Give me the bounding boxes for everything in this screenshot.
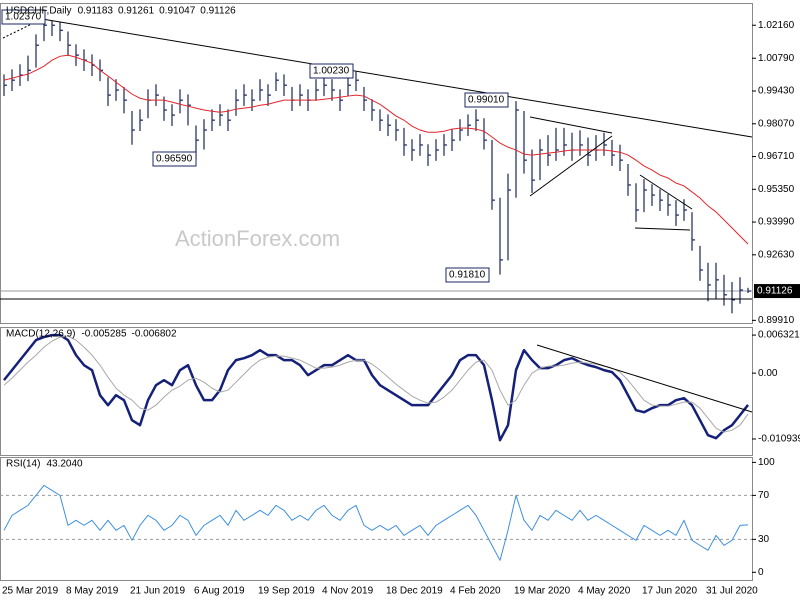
wedge-line: [639, 174, 693, 210]
annotation-box: [152, 151, 197, 167]
annotation-box: [309, 63, 354, 79]
last-price-box: [754, 284, 800, 299]
indicator-line: [3, 335, 749, 433]
y-tick-label: 0: [758, 567, 764, 578]
header-value: 0.91261: [118, 6, 155, 17]
header-value: 0.91126: [200, 6, 236, 17]
watermark: ActionForex.com: [175, 226, 340, 251]
trend-line: [41, 18, 753, 138]
annotation: 0.99010: [468, 95, 505, 106]
header-value: 0.91183: [78, 6, 114, 17]
y-tick-label: 0.93990: [758, 217, 795, 228]
overlay: 0.91126 1.02370 1.00230 0.99010 0.96590 0.918…: [1, 6, 800, 597]
x-tick-label: 8 May 2019: [66, 586, 119, 597]
y-tick-label: 0.006321: [758, 330, 800, 341]
y-tick-label: 1.02160: [758, 20, 795, 31]
indicator-line: [3, 333, 749, 442]
x-tick-label: 19 Mar 2020: [514, 586, 571, 597]
wedge-line: [634, 227, 691, 231]
rsi-panel-frame: [0, 457, 753, 581]
annotation: 0.91810: [449, 270, 486, 281]
last-price-label: 0.91126: [757, 286, 793, 297]
header-value: -0.006802: [132, 329, 177, 340]
moving-average: [3, 54, 749, 245]
x-tick-label: 21 Jun 2019: [130, 586, 185, 597]
y-tick-label: 0.92630: [758, 249, 795, 260]
y-tick-label: 0.00: [758, 368, 778, 379]
x-tick-label: 6 Aug 2019: [194, 586, 245, 597]
x-tick-label: 31 Jul 2020: [706, 586, 758, 597]
y-tick-label: -0.010939: [758, 434, 800, 445]
panel-title: MACD(12,26,9): [6, 329, 75, 340]
y-tick-label: 30: [758, 534, 770, 545]
underlay: 1.02160 1.00790 0.99430 0.98070 0.96710 0.953…: [0, 20, 800, 578]
marks: [3, 20, 751, 561]
triangle-line: [529, 116, 613, 134]
trend-lines: [0, 18, 753, 413]
y-tick-label: 0.99430: [758, 86, 795, 97]
x-tick-label: 25 Mar 2019: [2, 586, 59, 597]
annotation-box: [464, 92, 509, 108]
annotation: 1.00230: [313, 66, 350, 77]
header-value: -0.005285: [81, 329, 126, 340]
y-tick-label: 0.98070: [758, 118, 795, 129]
y-tick-label: 70: [758, 490, 770, 501]
price-panel-frame: [0, 3, 753, 324]
x-tick-label: 4 Nov 2019: [322, 586, 374, 597]
annotation: 0.96590: [156, 154, 193, 165]
x-tick-label: 4 May 2020: [578, 586, 631, 597]
annotation: 1.02370: [5, 12, 42, 23]
y-tick-label: 0.95350: [758, 184, 795, 195]
panel-title: RSI(14): [6, 459, 40, 470]
x-tick-label: 4 Feb 2020: [450, 586, 501, 597]
triangle-line: [529, 135, 613, 197]
y-tick-label: 1.00790: [758, 53, 795, 64]
y-tick-label: 100: [758, 457, 775, 468]
x-tick-label: 17 Jun 2020: [642, 586, 697, 597]
panel-title: USDCHF,Daily: [6, 6, 72, 17]
macd-panel-frame: [0, 327, 753, 456]
indicator-line: [3, 484, 749, 561]
header-value: 0.91047: [159, 6, 196, 17]
macd-trend-line: [536, 344, 753, 413]
annotation-box: [445, 267, 490, 283]
header-value: 43.2040: [46, 459, 83, 470]
y-tick-label: 0.96710: [758, 151, 795, 162]
x-tick-label: 19 Sep 2019: [258, 586, 315, 597]
annotation-box: [1, 9, 46, 25]
x-tick-label: 18 Dec 2019: [386, 586, 443, 597]
y-tick-label: 0.89910: [758, 315, 795, 326]
